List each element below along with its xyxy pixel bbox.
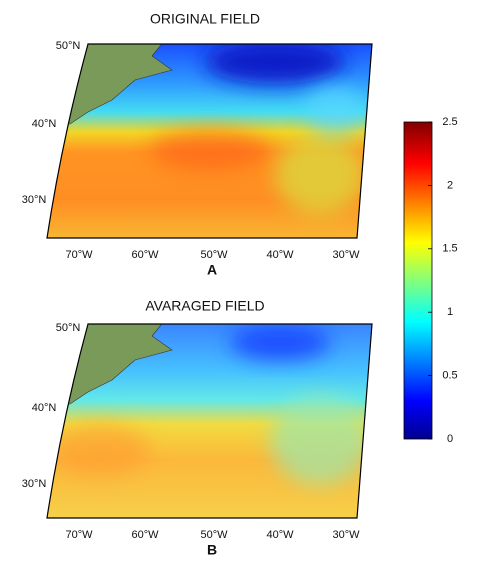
lon-label: 30°W — [332, 249, 360, 261]
colorbar-scale — [403, 121, 433, 440]
panel-label: A — [207, 262, 217, 278]
panel-label: B — [207, 542, 217, 558]
lat-label: 50°N — [56, 322, 81, 334]
tick-label: 0.5 — [442, 370, 457, 382]
tick-label: 2 — [447, 179, 453, 191]
lon-label: 30°W — [332, 529, 360, 541]
tick-label: 1.5 — [442, 243, 457, 255]
tick-label: 1 — [447, 306, 453, 318]
field-map — [47, 44, 372, 238]
tick-label: 0 — [447, 433, 453, 445]
panel-b: AVARAGED FIELD 50°N 40°N 30°N 70°W 60°W … — [22, 298, 373, 558]
lon-label: 40°W — [266, 529, 294, 541]
lat-label: 30°N — [22, 478, 47, 490]
lat-label: 30°N — [22, 194, 47, 206]
lon-label: 60°W — [131, 529, 159, 541]
lon-label: 70°W — [65, 529, 93, 541]
lat-label: 40°N — [32, 402, 57, 414]
lon-label: 50°W — [200, 249, 228, 261]
lat-label: 50°N — [56, 40, 81, 52]
lon-label: 70°W — [65, 249, 93, 261]
panel-title: ORIGINAL FIELD — [150, 11, 260, 27]
lon-label: 40°W — [266, 249, 294, 261]
field-map — [46, 323, 373, 519]
panel-a: ORIGINAL FIELD 50°N 40°N 30°N 70°W 60°W … — [22, 11, 373, 278]
colorbar: 0 0.5 1 1.5 2 2.5 — [403, 116, 458, 445]
panel-title: AVARAGED FIELD — [145, 298, 264, 314]
lat-label: 40°N — [32, 118, 57, 130]
lon-label: 60°W — [131, 249, 159, 261]
lon-label: 50°W — [200, 529, 228, 541]
tick-label: 2.5 — [442, 116, 457, 128]
